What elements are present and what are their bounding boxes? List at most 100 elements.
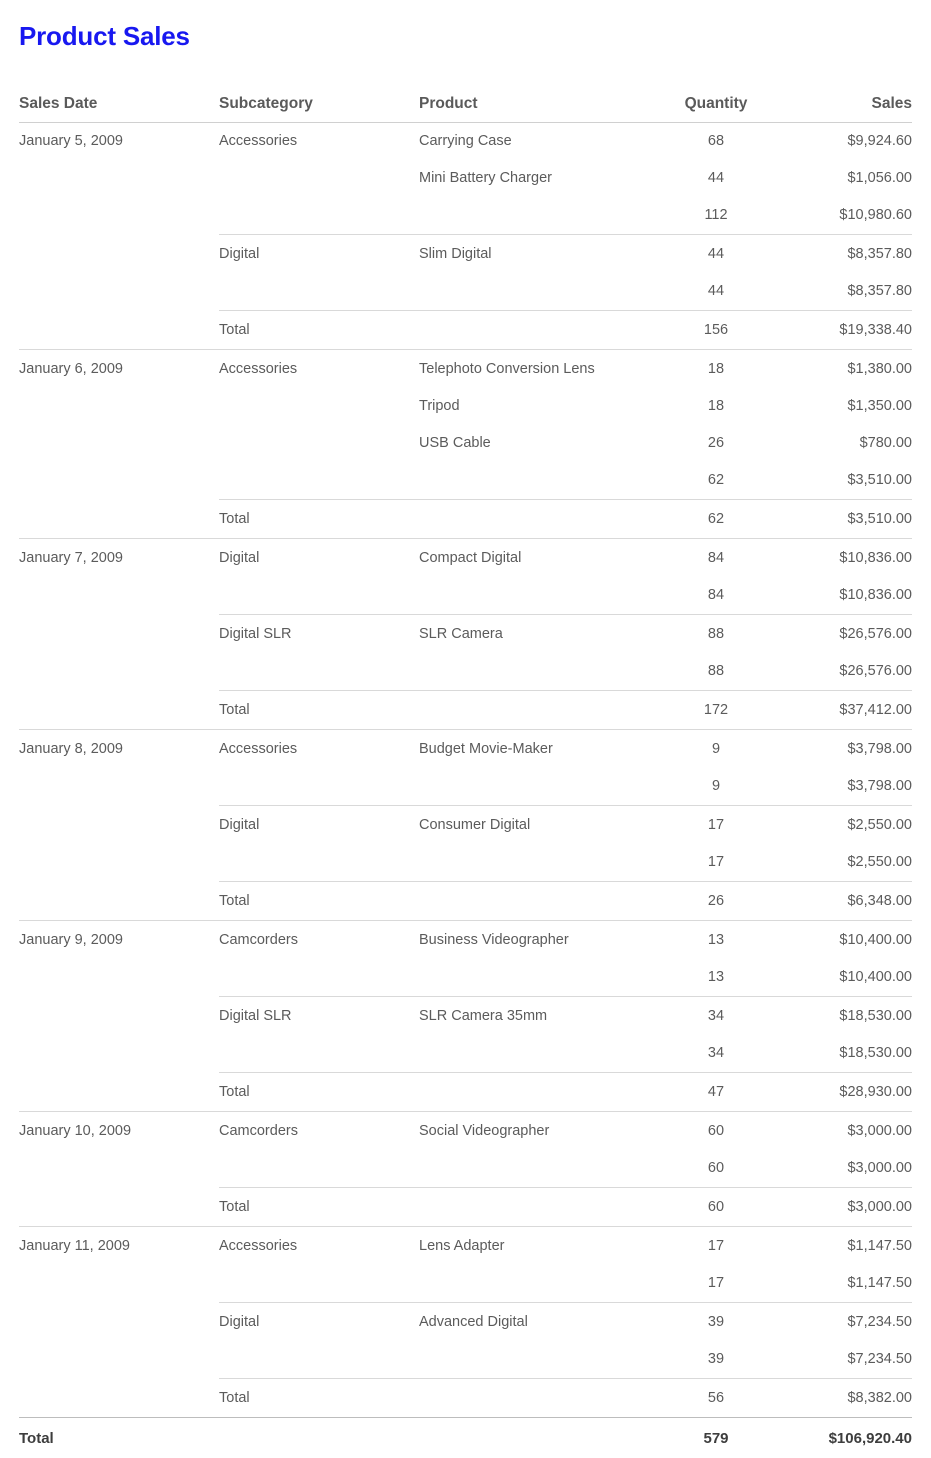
cell-subcategory: Camcorders: [219, 1113, 419, 1150]
cell-sales-date: [19, 577, 219, 615]
cell-subcategory: Accessories: [219, 1228, 419, 1265]
cell-sales-date: [19, 273, 219, 311]
cell-group-total-sales: $6,348.00: [776, 883, 912, 921]
cell-sales-date: January 10, 2009: [19, 1113, 219, 1150]
table-header-row: Sales Date Subcategory Product Quantity …: [19, 94, 912, 123]
cell-group-total-quantity: 56: [656, 1380, 776, 1418]
cell-subcategory: Digital SLR: [219, 616, 419, 653]
cell-product: Compact Digital: [419, 540, 656, 577]
cell-quantity: 9: [656, 731, 776, 768]
cell-group-total-label: Total: [219, 501, 419, 539]
cell-quantity: 18: [656, 388, 776, 425]
cell-subcategory: [219, 462, 419, 500]
cell-sales: $3,000.00: [776, 1113, 912, 1150]
cell-quantity: 34: [656, 998, 776, 1035]
cell-product: [419, 1074, 656, 1112]
page-title: Product Sales: [19, 0, 912, 52]
cell-sales: $10,400.00: [776, 922, 912, 959]
cell-product: [419, 1341, 656, 1379]
cell-quantity: 88: [656, 616, 776, 653]
cell-group-total-quantity: 156: [656, 312, 776, 350]
cell-product: Slim Digital: [419, 236, 656, 273]
cell-subtotal-quantity: 17: [656, 1265, 776, 1303]
cell-product: Carrying Case: [419, 123, 656, 161]
cell-sales: $26,576.00: [776, 616, 912, 653]
cell-product: [419, 1265, 656, 1303]
cell-subtotal-sales: $26,576.00: [776, 653, 912, 691]
cell-product: [419, 653, 656, 691]
cell-sales-date: [19, 501, 219, 539]
cell-subcategory: [219, 653, 419, 691]
cell-product: [419, 312, 656, 350]
cell-subtotal-quantity: 39: [656, 1341, 776, 1379]
cell-group-total-sales: $37,412.00: [776, 692, 912, 730]
cell-subcategory: [219, 959, 419, 997]
subcategory-subtotal-row: 112$10,980.60: [19, 197, 912, 235]
cell-product: [419, 1035, 656, 1073]
cell-sales: $1,380.00: [776, 351, 912, 388]
cell-subcategory: Digital: [219, 1304, 419, 1341]
column-header-sales-date[interactable]: Sales Date: [19, 94, 219, 123]
cell-product: [419, 1150, 656, 1188]
cell-sales-date: [19, 844, 219, 882]
cell-quantity: 39: [656, 1304, 776, 1341]
cell-subcategory: [219, 1265, 419, 1303]
cell-subcategory: [219, 1341, 419, 1379]
cell-subtotal-quantity: 88: [656, 653, 776, 691]
cell-product: [419, 959, 656, 997]
cell-sales-date: [19, 692, 219, 730]
cell-product: [419, 577, 656, 615]
subcategory-subtotal-row: 60$3,000.00: [19, 1150, 912, 1188]
column-header-quantity[interactable]: Quantity: [656, 94, 776, 123]
subcategory-subtotal-row: 88$26,576.00: [19, 653, 912, 691]
cell-sales-date: [19, 998, 219, 1035]
column-header-product[interactable]: Product: [419, 94, 656, 123]
cell-subtotal-sales: $10,400.00: [776, 959, 912, 997]
cell-sales: $1,056.00: [776, 160, 912, 197]
cell-product: [419, 1189, 656, 1227]
cell-product: SLR Camera 35mm: [419, 998, 656, 1035]
column-header-sales[interactable]: Sales: [776, 94, 912, 123]
cell-sales: $780.00: [776, 425, 912, 462]
cell-group-total-quantity: 172: [656, 692, 776, 730]
cell-sales-date: [19, 462, 219, 500]
cell-sales-date: January 9, 2009: [19, 922, 219, 959]
cell-subcategory: [219, 1150, 419, 1188]
cell-product: [419, 273, 656, 311]
cell-sales-date: January 8, 2009: [19, 731, 219, 768]
cell-product: Consumer Digital: [419, 807, 656, 844]
cell-subtotal-sales: $2,550.00: [776, 844, 912, 882]
column-header-subcategory[interactable]: Subcategory: [219, 94, 419, 123]
cell-subtotal-sales: $3,798.00: [776, 768, 912, 806]
cell-sales: $7,234.50: [776, 1304, 912, 1341]
cell-product: USB Cable: [419, 425, 656, 462]
subcategory-subtotal-row: 34$18,530.00: [19, 1035, 912, 1073]
cell-sales-date: January 5, 2009: [19, 123, 219, 161]
cell-subcategory: [219, 197, 419, 235]
cell-subcategory: [219, 1035, 419, 1073]
cell-sales-date: January 6, 2009: [19, 351, 219, 388]
cell-product: Telephoto Conversion Lens: [419, 351, 656, 388]
cell-subtotal-sales: $3,000.00: [776, 1150, 912, 1188]
cell-sales-date: [19, 1265, 219, 1303]
cell-subtotal-quantity: 17: [656, 844, 776, 882]
table-header: Sales Date Subcategory Product Quantity …: [19, 94, 912, 123]
